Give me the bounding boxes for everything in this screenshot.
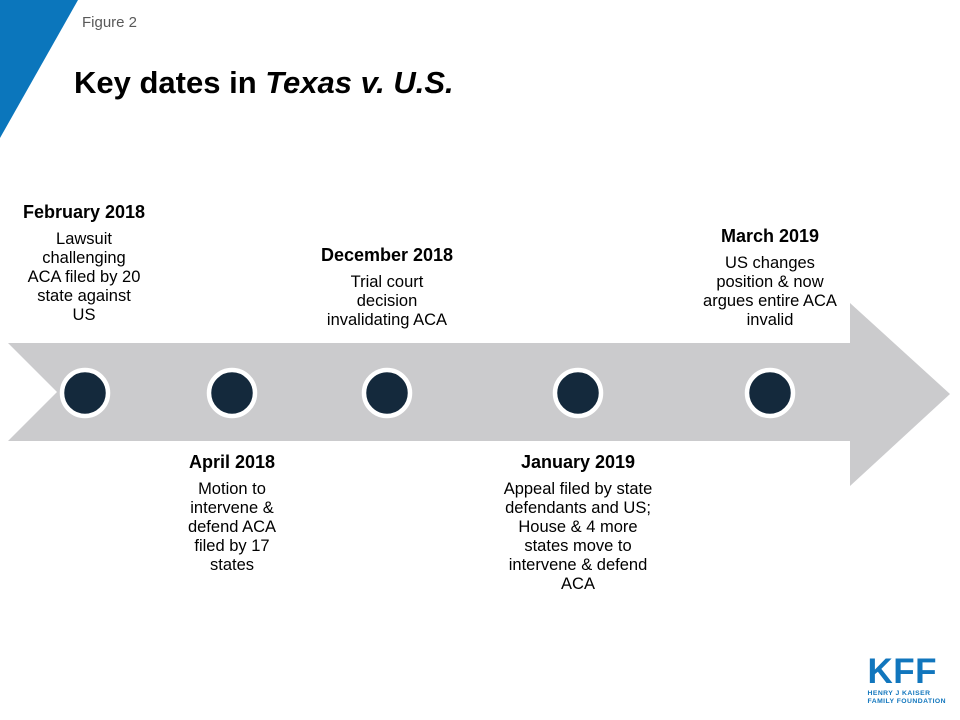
corner-accent-triangle [0, 0, 78, 138]
event-date: April 2018 [188, 452, 276, 472]
page-title-prefix: Key dates in [74, 64, 266, 100]
event-date: February 2018 [22, 202, 146, 222]
page-title: Key dates in Texas v. U.S. [74, 65, 454, 101]
event-date: December 2018 [320, 245, 454, 265]
event-description: Lawsuit challenging ACA filed by 20 stat… [27, 230, 141, 324]
event-description: US changes position & now argues entire … [703, 254, 837, 329]
timeline-node-march-2019 [744, 367, 796, 419]
event-description: Trial court decision invalidating ACA [326, 273, 448, 329]
kff-logo-name-line1: HENRY J KAISER [867, 690, 931, 697]
event-date: March 2019 [720, 226, 820, 246]
timeline-node-december-2018 [361, 367, 413, 419]
event-date: January 2019 [520, 452, 636, 472]
event-january-2019: January 2019 Appeal filed by state defen… [473, 452, 683, 594]
event-march-2019: March 2019 US changes position & now arg… [675, 226, 865, 330]
kff-logo-name-line2: FAMILY FOUNDATION [867, 697, 946, 705]
page-title-case-name: Texas v. U.S. [265, 64, 454, 100]
kff-logo-acronym: KFF [867, 652, 938, 691]
figure-label: Figure 2 [82, 14, 138, 31]
event-description: Appeal filed by state defendants and US;… [503, 480, 653, 593]
timeline-arrow [8, 303, 950, 486]
event-december-2018: December 2018 Trial court decision inval… [292, 245, 482, 330]
timeline-node-january-2019 [552, 367, 604, 419]
event-april-2018: April 2018 Motion to intervene & defend … [147, 452, 317, 575]
timeline-node-april-2018 [206, 367, 258, 419]
kff-logo-name: HENRY J KAISER FAMILY FOUNDATION [867, 690, 946, 705]
timeline-node-february-2018 [59, 367, 111, 419]
event-description: Motion to intervene & defend ACA filed b… [187, 480, 277, 574]
event-february-2018: February 2018 Lawsuit challenging ACA fi… [0, 202, 174, 325]
kff-logo: KFF HENRY J KAISER FAMILY FOUNDATION [867, 652, 946, 705]
